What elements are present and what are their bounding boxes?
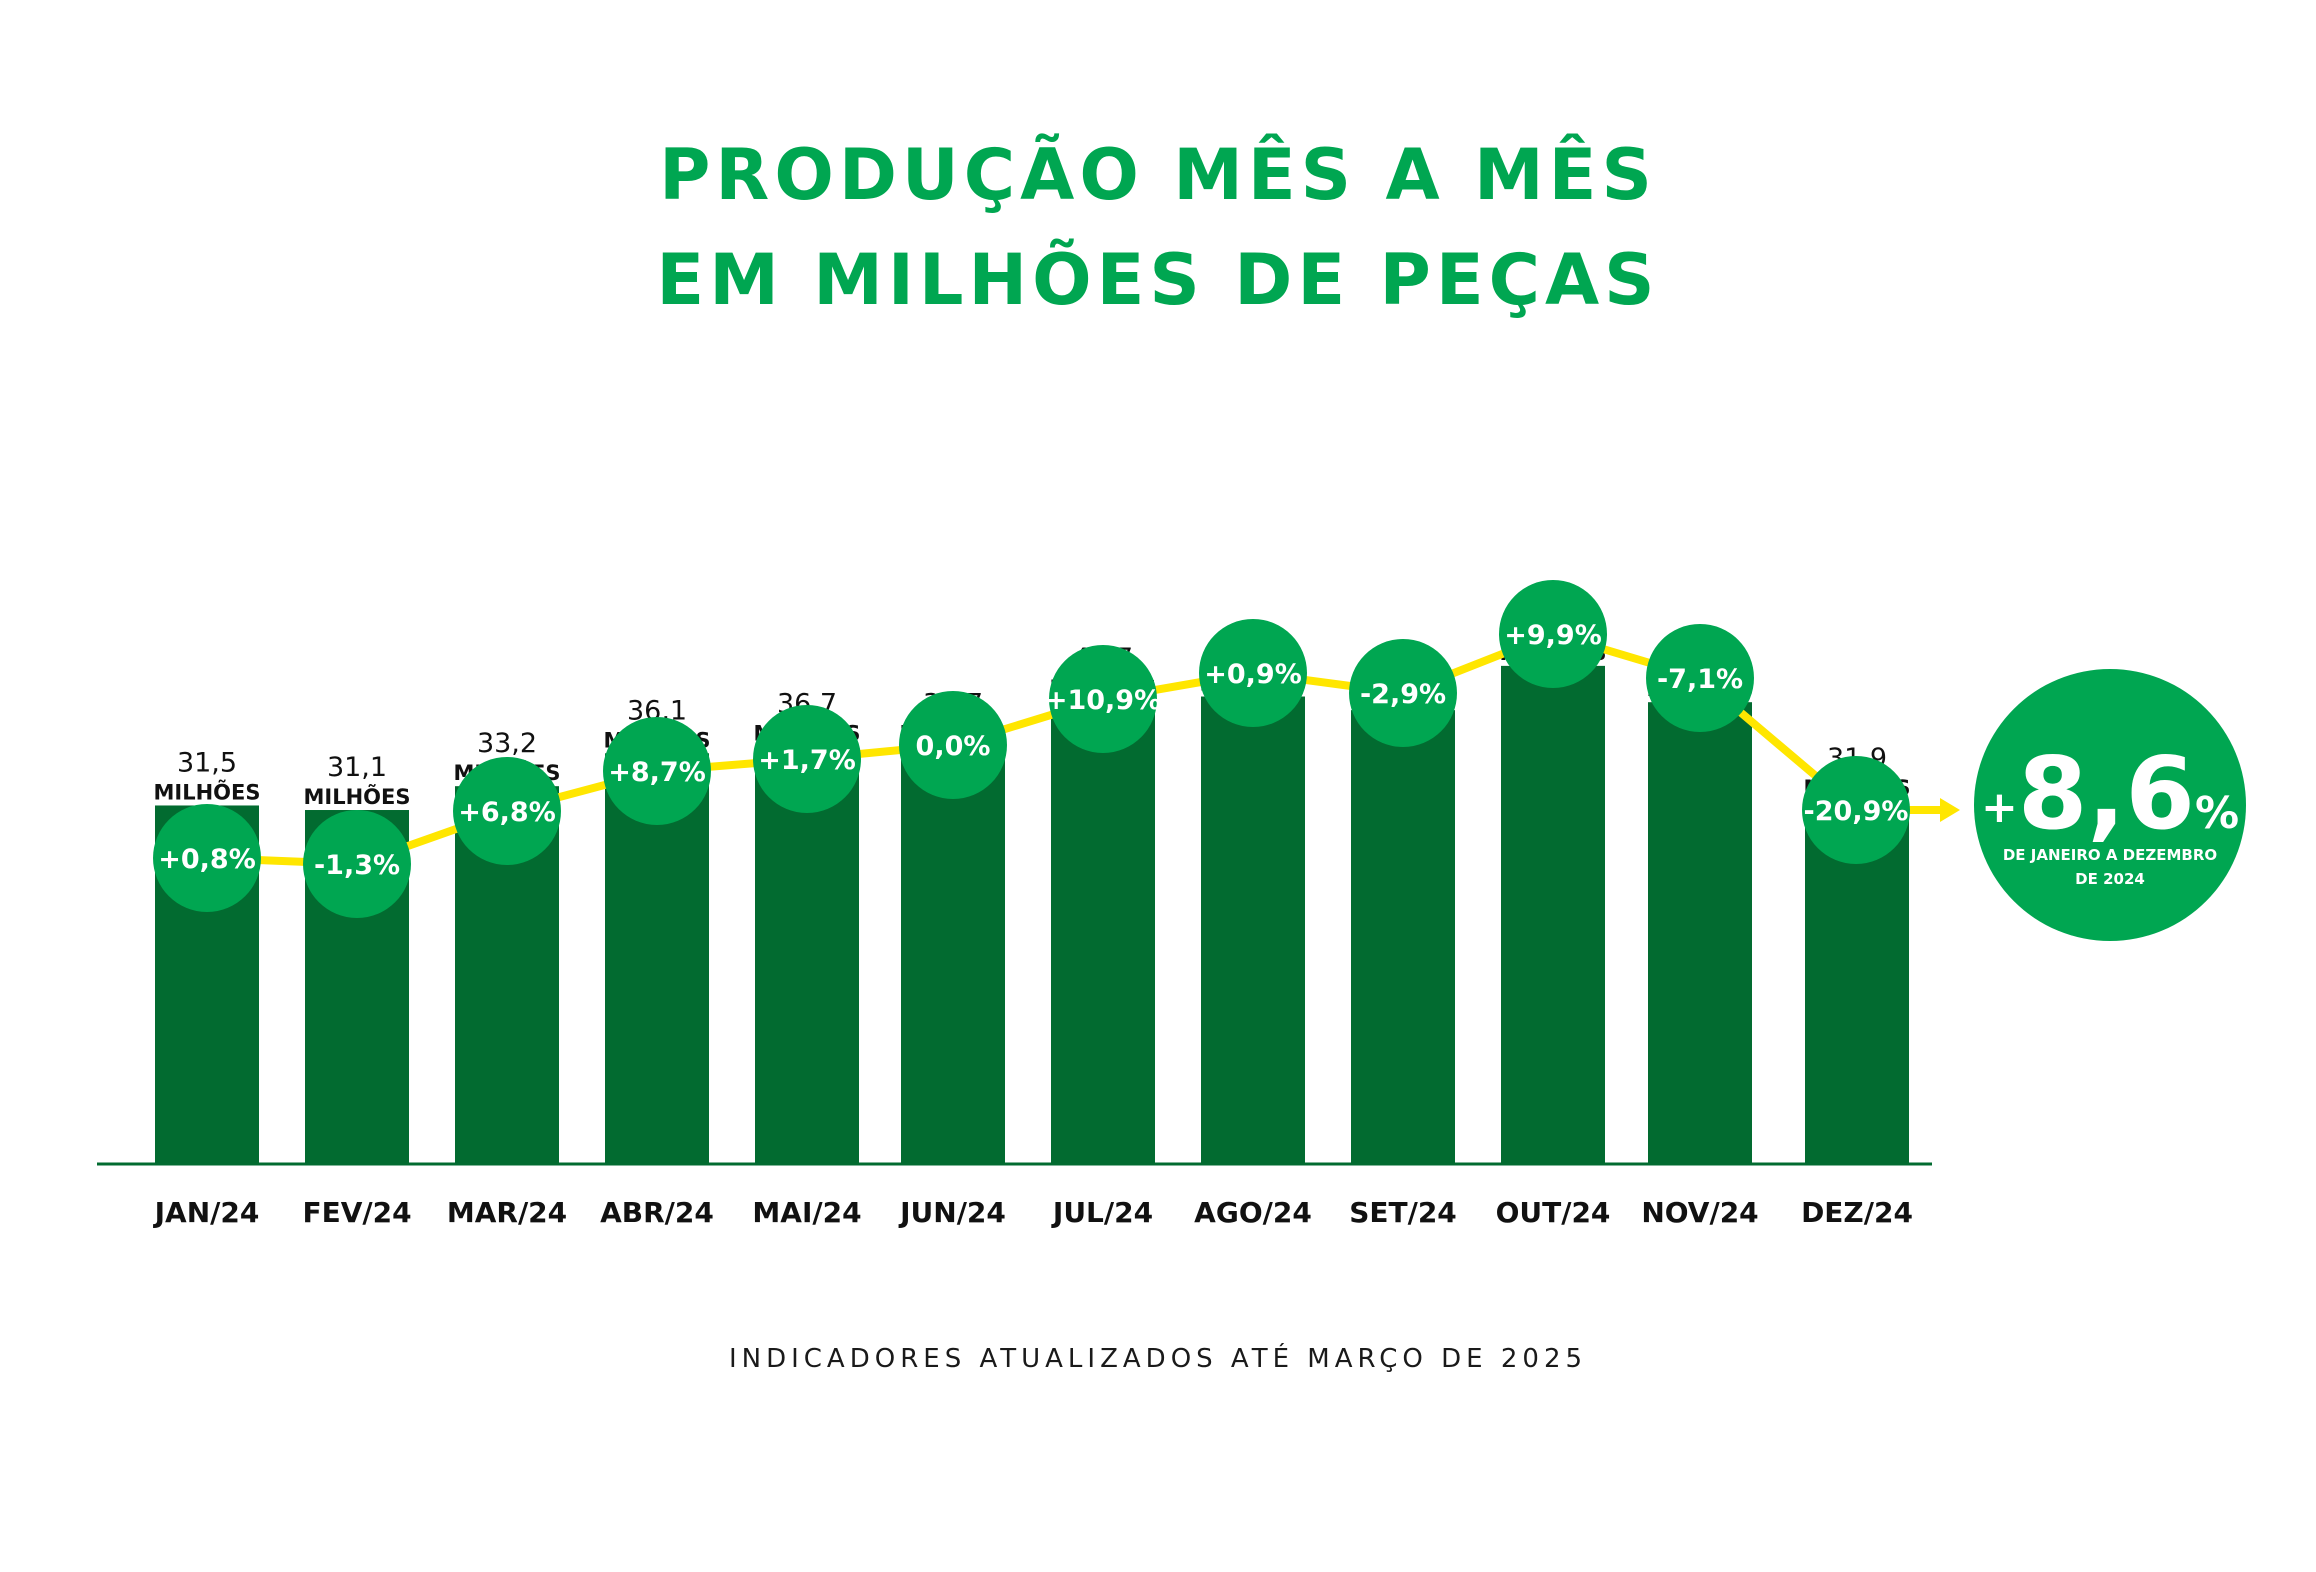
x-tick-label: JUL/24	[1051, 1196, 1153, 1229]
x-tick-label: ABR/24	[600, 1196, 714, 1229]
summary-caption: DE JANEIRO A DEZEMBRO	[2003, 846, 2217, 864]
variation-bubble	[1802, 756, 1910, 864]
x-tick-label: DEZ/24	[1801, 1196, 1913, 1229]
bar-value-label: 33,2	[477, 728, 537, 759]
x-tick-label: SET/24	[1349, 1196, 1457, 1229]
x-tick-label: FEV/24	[302, 1196, 411, 1229]
x-tick-label: JUN/24	[898, 1196, 1006, 1229]
variation-bubble	[1199, 619, 1307, 727]
bar-nov-24	[1648, 702, 1752, 1163]
variation-label: +1,7%	[758, 745, 856, 776]
chart-title-line-2: EM MILHÕES DE PEÇAS	[656, 239, 1660, 321]
variation-label: +8,7%	[608, 757, 706, 788]
variation-label: +0,9%	[1204, 659, 1302, 690]
summary-caption: DE 2024	[2075, 870, 2145, 888]
x-tick-label: OUT/24	[1496, 1196, 1611, 1229]
variation-label: 0,0%	[916, 731, 991, 762]
variation-label: +0,8%	[158, 844, 256, 875]
variation-bubble	[753, 705, 861, 813]
chart-title-line-1: PRODUÇÃO MÊS A MÊS	[659, 134, 1657, 216]
variation-label: -1,3%	[314, 850, 400, 881]
variation-bubble	[1349, 639, 1457, 747]
footnote: INDICADORES ATUALIZADOS ATÉ MARÇO DE 202…	[728, 1344, 1588, 1374]
summary-circle	[1974, 669, 2246, 941]
bar-set-24	[1351, 710, 1455, 1163]
variation-bubble	[1049, 645, 1157, 753]
bar-value-label: 31,5	[177, 747, 237, 778]
variation-bubble	[1646, 624, 1754, 732]
bar-ago-24	[1201, 696, 1305, 1163]
x-tick-label: MAR/24	[447, 1196, 567, 1229]
variation-label: +6,8%	[458, 797, 556, 828]
variation-label: -20,9%	[1804, 796, 1909, 827]
summary-percent: %	[2195, 788, 2239, 839]
variation-bubble	[303, 810, 411, 918]
bar-jun-24	[901, 746, 1005, 1163]
summary-plus: +	[1981, 782, 2018, 833]
bar-unit-label: MILHÕES	[304, 784, 411, 809]
bar-out-24	[1501, 665, 1605, 1163]
variation-bubble	[603, 717, 711, 825]
bar-mai-24	[755, 746, 859, 1163]
variation-label: +10,9%	[1045, 685, 1161, 716]
variation-label: -2,9%	[1360, 679, 1446, 710]
variation-bubble	[453, 757, 561, 865]
summary-value: +8,6%	[1981, 735, 2239, 852]
x-tick-label: MAI/24	[752, 1196, 861, 1229]
bar-unit-label: MILHÕES	[154, 779, 261, 804]
bar-jul-24	[1051, 701, 1155, 1163]
summary-number: 8,6	[2018, 735, 2195, 852]
x-tick-label: JAN/24	[153, 1196, 260, 1229]
x-tick-label: AGO/24	[1194, 1196, 1312, 1229]
variation-bubble	[153, 804, 261, 912]
bar-value-label: 31,1	[327, 752, 387, 783]
x-tick-label: NOV/24	[1641, 1196, 1758, 1229]
variation-arrowhead	[1940, 798, 1960, 822]
variation-bubble	[899, 691, 1007, 799]
variation-label: -7,1%	[1657, 664, 1743, 695]
variation-label: +9,9%	[1504, 620, 1602, 651]
variation-bubble	[1499, 580, 1607, 688]
